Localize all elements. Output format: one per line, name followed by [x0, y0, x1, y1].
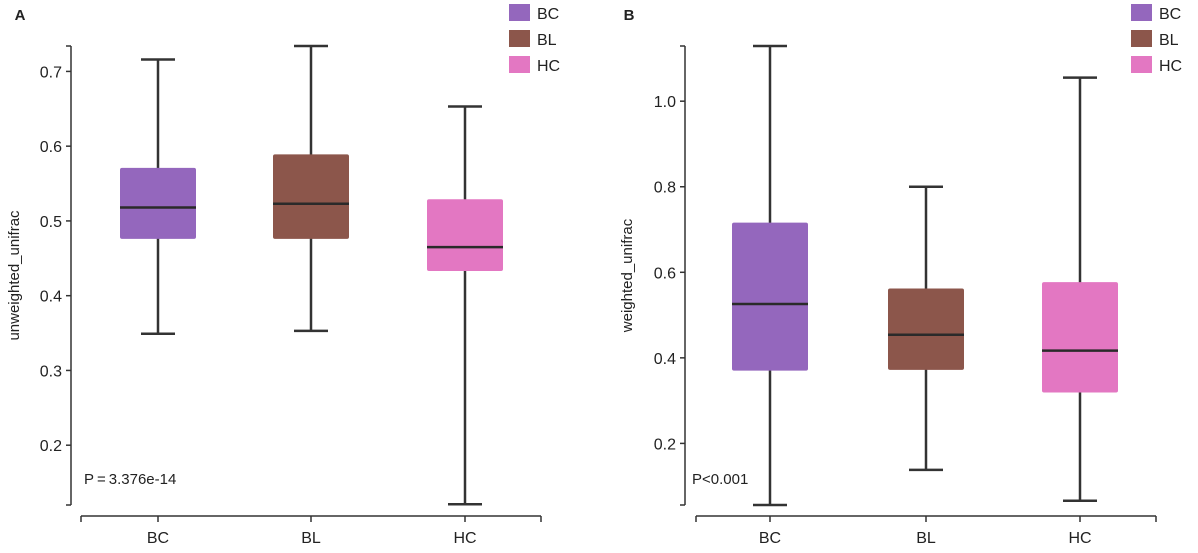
- box-bl: [888, 185, 964, 472]
- y-tick-label: 0.2: [654, 436, 676, 453]
- y-tick-label: 1.0: [654, 94, 676, 111]
- box-hc: [427, 105, 503, 506]
- p-value-annotation: P<0.001: [692, 471, 748, 488]
- legend-label: HC: [1159, 58, 1182, 75]
- x-tick-label: BC: [759, 530, 781, 547]
- y-tick-label: 0.3: [40, 363, 62, 380]
- x-tick-label: BL: [916, 530, 936, 547]
- legend-swatch: [1131, 30, 1152, 47]
- panel-label: A: [15, 7, 26, 24]
- legend-swatch: [509, 56, 530, 73]
- box-bc: [732, 44, 808, 507]
- p-value-annotation: P = 3.376e-14: [84, 471, 176, 488]
- box-bc: [120, 58, 196, 336]
- panel-label: B: [624, 7, 635, 24]
- y-tick-label: 0.6: [40, 139, 62, 156]
- panel-b: B 0.2 0.4 0.6 0.8 1.0 weighted_unifrac BC BL HC P<…: [619, 4, 1182, 547]
- legend-label: BL: [537, 32, 557, 49]
- legend-label: BC: [537, 6, 559, 23]
- box-iqr: [427, 199, 503, 272]
- y-tick-label: 0.8: [654, 180, 676, 197]
- y-tick-label: 0.6: [654, 265, 676, 282]
- x-tick-label: BC: [147, 530, 169, 547]
- legend-label: BC: [1159, 6, 1181, 23]
- legend-swatch: [1131, 4, 1152, 21]
- x-tick-label: BL: [301, 530, 321, 547]
- y-axis-title: weighted_unifrac: [619, 218, 636, 333]
- y-tick-label: 0.4: [654, 351, 676, 368]
- box-iqr: [888, 288, 964, 370]
- y-tick-label: 0.5: [40, 214, 62, 231]
- box-hc: [1042, 76, 1118, 502]
- box-iqr: [273, 154, 349, 239]
- legend-swatch: [509, 30, 530, 47]
- y-tick-label: 0.4: [40, 289, 62, 306]
- legend: BC BL HC: [509, 4, 560, 75]
- legend-swatch: [1131, 56, 1152, 73]
- legend-swatch: [509, 4, 530, 21]
- legend: BC BL HC: [1131, 4, 1182, 75]
- x-tick-label: HC: [1068, 530, 1091, 547]
- y-axis-title: unweighted_unifrac: [6, 210, 23, 341]
- legend-label: BL: [1159, 32, 1179, 49]
- box-iqr: [732, 222, 808, 371]
- y-tick-label: 0.7: [40, 64, 62, 81]
- y-tick-label: 0.2: [40, 438, 62, 455]
- box-bl: [273, 44, 349, 333]
- legend-label: HC: [537, 58, 560, 75]
- box-iqr: [1042, 282, 1118, 393]
- box-iqr: [120, 167, 196, 239]
- x-tick-label: HC: [453, 530, 476, 547]
